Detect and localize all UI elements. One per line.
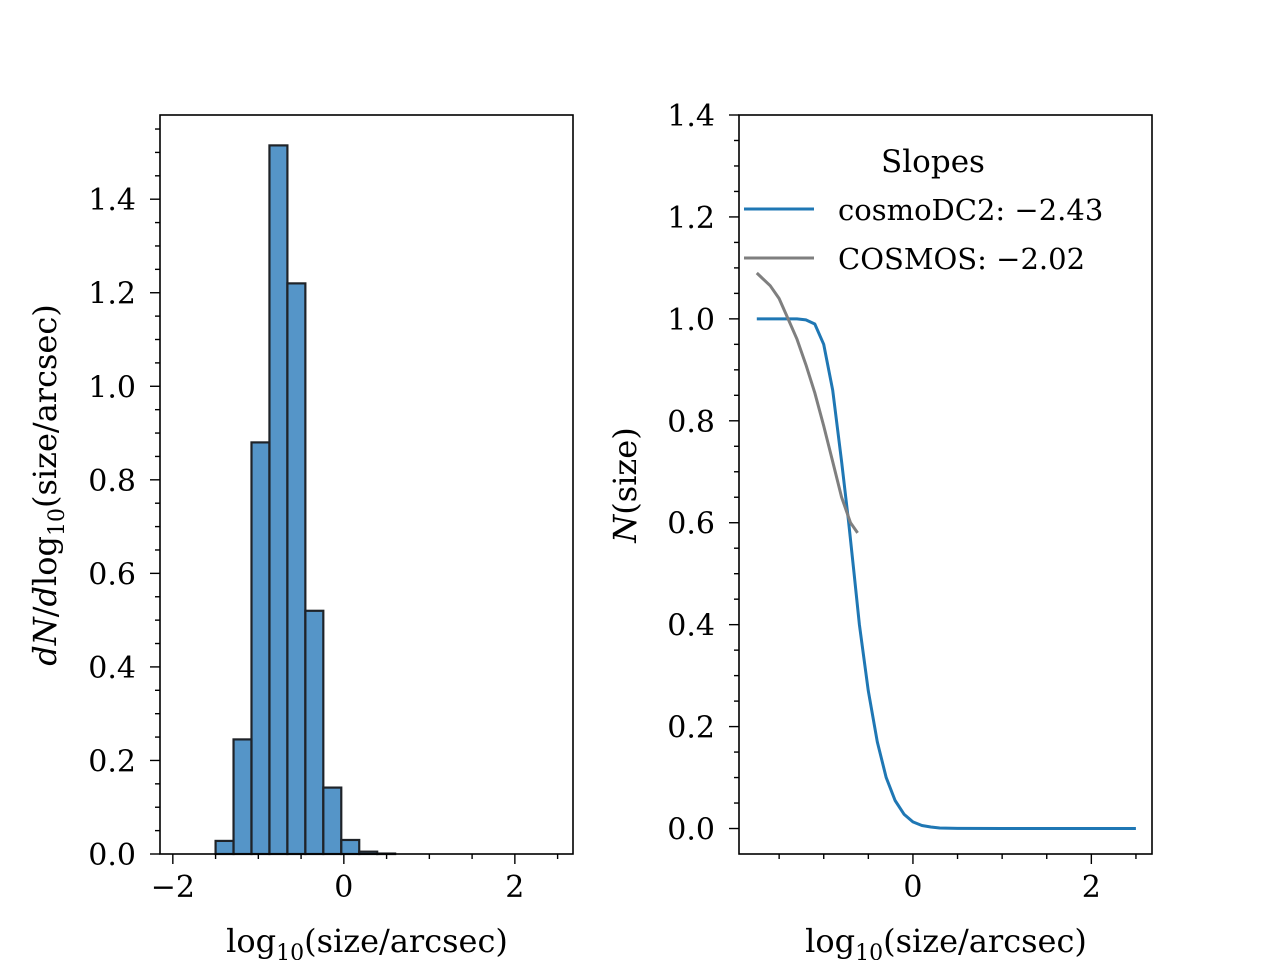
y-tick-label: 0.4 [667,609,715,644]
x-tick-label: −2 [151,870,195,905]
y-tick-label: 0.8 [667,405,715,440]
histogram-x-axis-title: log10(size/arcsec) [226,922,508,960]
y-tick-label: 1.2 [667,201,715,236]
legend-label-cosmos: COSMOS: −2.02 [838,242,1085,276]
size-function-y-axis-title: N(size) [606,427,644,543]
histogram-bar [268,144,289,856]
x-tick-label: 2 [1082,870,1101,905]
series-cosmos-line [755,271,859,534]
line-ticks: 0 2 0.0 0.2 0.4 0.6 0.8 1.0 1.2 1.4 [667,99,1137,905]
histogram-bars [214,144,397,856]
y-tick-label: 0.8 [88,464,136,499]
histogram-y-axis-title: dN/dlog10(size/arcsec) [26,304,70,666]
histogram-bar [304,609,325,856]
histogram-bar [250,441,271,856]
y-tick-label: 0.6 [88,557,136,592]
y-tick-label: 1.4 [88,183,136,218]
histogram-bar [232,738,253,856]
legend: Slopes cosmoDC2: −2.43 COSMOS: −2.02 [744,144,1103,276]
histogram-axes-frame [159,114,574,855]
size-function-panel: 0 2 0.0 0.2 0.4 0.6 0.8 1.0 1.2 1.4 log10(size/ar… [606,99,1153,960]
series-cosmodc2-line [756,317,1136,830]
y-tick-label: 1.2 [88,277,136,312]
legend-label-cosmodc2: cosmoDC2: −2.43 [838,193,1103,227]
size-function-x-axis-title: log10(size/arcsec) [805,922,1087,960]
x-tick-label: 2 [505,870,524,905]
y-tick-label: 1.4 [667,99,715,134]
y-tick-label: 1.0 [88,370,136,405]
y-tick-label: 0.2 [88,744,136,779]
histogram-bar [214,839,235,856]
legend-title: Slopes [881,144,985,180]
histogram-bar [286,282,307,856]
y-tick-label: 0.4 [88,651,136,686]
histogram-ticks: −2 0 2 0.0 0.2 0.4 0.6 0.8 1.0 1.2 1.4 [88,128,559,905]
size-function-axes-frame [738,114,1153,855]
histogram-bar [322,786,343,856]
y-tick-label: 0.2 [667,711,715,746]
y-tick-label: 1.0 [667,303,715,338]
histogram-bar [340,838,361,856]
histogram-panel: −2 0 2 0.0 0.2 0.4 0.6 0.8 1.0 1.2 1.4 log10(size/… [26,114,574,960]
y-tick-label: 0.0 [667,813,715,848]
x-tick-label: 0 [903,870,922,905]
y-tick-label: 0.6 [667,507,715,542]
line-series-group [755,271,1136,830]
y-tick-label: 0.0 [88,838,136,873]
x-tick-label: 0 [334,870,353,905]
